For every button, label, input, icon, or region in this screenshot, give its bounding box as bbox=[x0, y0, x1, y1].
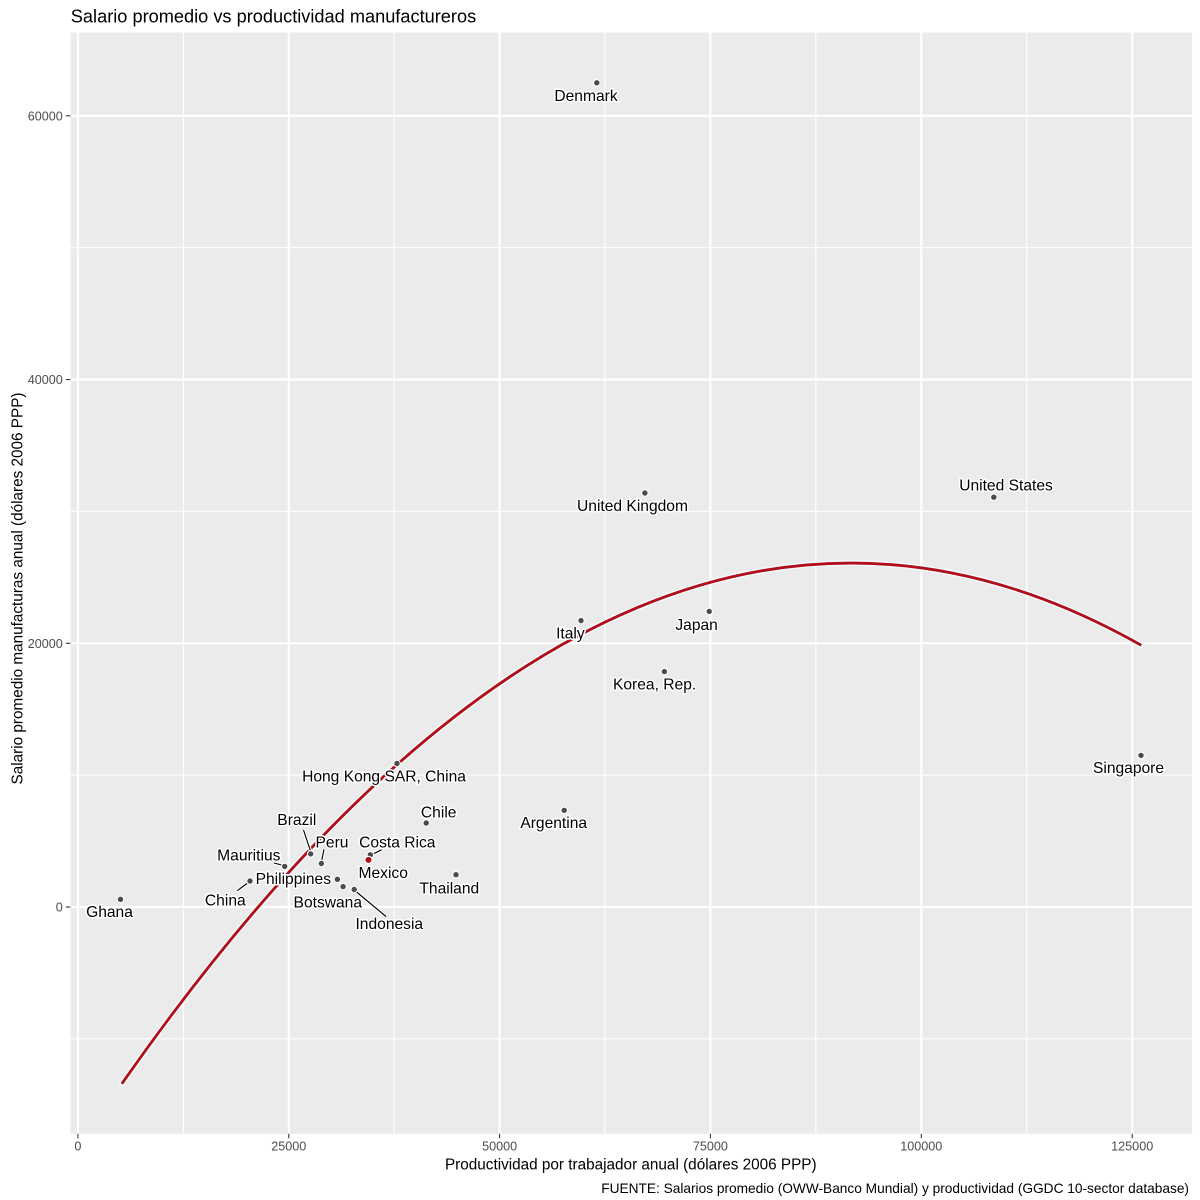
svg-text:Costa Rica: Costa Rica bbox=[359, 834, 436, 851]
svg-text:20000: 20000 bbox=[28, 637, 63, 651]
svg-text:40000: 40000 bbox=[28, 373, 63, 387]
svg-text:Salario promedio manufacturas: Salario promedio manufacturas anual (dól… bbox=[10, 393, 27, 785]
svg-text:Denmark: Denmark bbox=[554, 88, 617, 105]
svg-text:Argentina: Argentina bbox=[520, 815, 587, 832]
svg-text:Italy: Italy bbox=[556, 625, 585, 642]
svg-text:Mexico: Mexico bbox=[358, 865, 408, 882]
svg-text:Korea, Rep.: Korea, Rep. bbox=[613, 676, 696, 693]
svg-text:75000: 75000 bbox=[693, 1139, 728, 1153]
svg-text:Ghana: Ghana bbox=[86, 904, 133, 921]
svg-text:Thailand: Thailand bbox=[419, 880, 479, 897]
svg-text:Chile: Chile bbox=[421, 805, 457, 822]
svg-text:50000: 50000 bbox=[482, 1139, 517, 1153]
svg-text:Indonesia: Indonesia bbox=[355, 916, 423, 933]
svg-text:25000: 25000 bbox=[271, 1139, 306, 1153]
svg-text:0: 0 bbox=[74, 1139, 81, 1153]
svg-text:0: 0 bbox=[56, 901, 63, 915]
svg-text:Botswana: Botswana bbox=[294, 894, 363, 911]
svg-text:Japan: Japan bbox=[675, 617, 718, 634]
svg-text:United Kingdom: United Kingdom bbox=[577, 498, 688, 515]
svg-text:Singapore: Singapore bbox=[1093, 760, 1164, 777]
svg-text:Philippines: Philippines bbox=[256, 871, 332, 888]
svg-text:FUENTE: Salarios promedio (OWW: FUENTE: Salarios promedio (OWW-Banco Mun… bbox=[601, 1181, 1189, 1196]
svg-text:Productividad por trabajador a: Productividad por trabajador anual (dóla… bbox=[445, 1156, 817, 1173]
svg-text:Mauritius: Mauritius bbox=[217, 848, 280, 865]
svg-text:Peru: Peru bbox=[316, 835, 349, 852]
svg-text:Salario promedio vs productivi: Salario promedio vs productividad manufa… bbox=[71, 6, 476, 26]
svg-text:United States: United States bbox=[959, 478, 1053, 495]
svg-text:China: China bbox=[205, 892, 246, 909]
svg-text:100000: 100000 bbox=[900, 1139, 942, 1153]
svg-text:Brazil: Brazil bbox=[277, 812, 316, 829]
svg-text:Hong Kong SAR, China: Hong Kong SAR, China bbox=[302, 769, 466, 786]
svg-text:125000: 125000 bbox=[1111, 1139, 1153, 1153]
svg-text:60000: 60000 bbox=[28, 109, 63, 123]
